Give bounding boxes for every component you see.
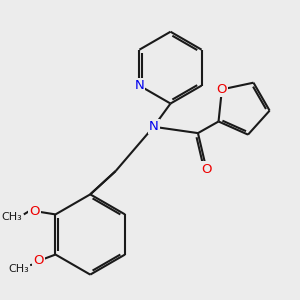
Text: CH₃: CH₃ bbox=[8, 264, 29, 274]
Text: O: O bbox=[33, 254, 44, 267]
Text: O: O bbox=[29, 205, 40, 218]
Text: O: O bbox=[217, 83, 227, 96]
Text: CH₃: CH₃ bbox=[2, 212, 22, 222]
Text: O: O bbox=[201, 163, 212, 176]
Text: N: N bbox=[149, 120, 158, 133]
Text: N: N bbox=[134, 79, 144, 92]
